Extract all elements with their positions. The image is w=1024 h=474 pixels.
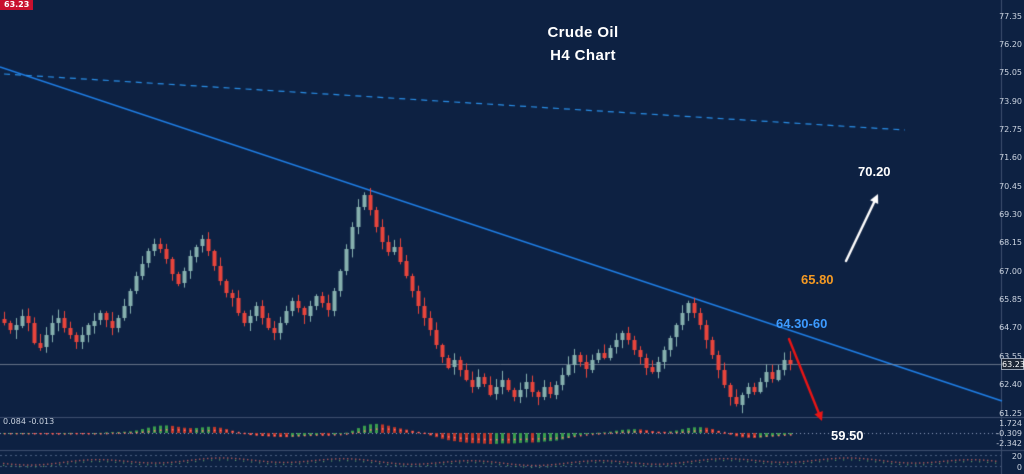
ticker-badge: 63.23 <box>0 0 34 10</box>
annotation-level-65-80: 65.80 <box>801 272 834 287</box>
annotation-target-59-50: 59.50 <box>831 428 864 443</box>
annotation-zone-64-30-60: 64.30-60 <box>776 316 828 331</box>
annotation-target-70-20: 70.20 <box>858 164 891 179</box>
chart-title-line2: H4 Chart <box>550 47 616 64</box>
indicator-values: 0.084 -0.013 <box>3 417 55 426</box>
chart-title-line1: Crude Oil <box>547 24 619 41</box>
current-price-badge: 63.23 <box>1001 358 1024 371</box>
